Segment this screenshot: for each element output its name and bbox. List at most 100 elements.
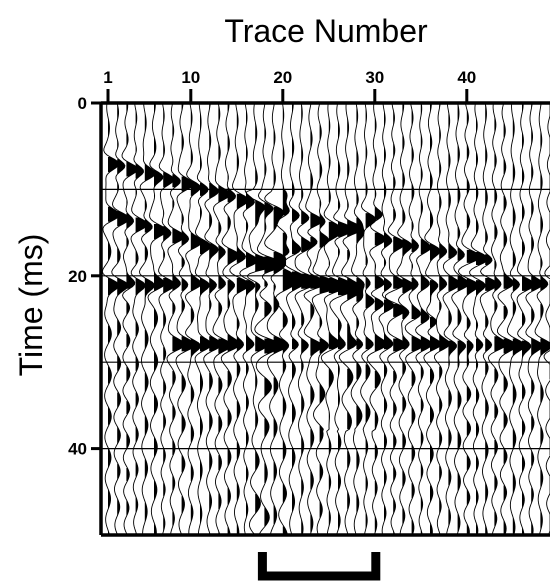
chart-title: Trace Number — [224, 13, 428, 49]
trace-line — [294, 102, 314, 536]
trace-line — [245, 102, 268, 536]
trace-line — [396, 102, 414, 536]
trace — [442, 102, 461, 536]
trace-line — [378, 102, 395, 536]
trace — [320, 102, 342, 536]
x-axis-ticks: 1 10 20 30 40 — [103, 68, 476, 103]
trace — [184, 102, 203, 536]
trace-line — [184, 102, 203, 536]
trace-line — [203, 102, 222, 536]
trace-fill — [154, 103, 166, 535]
trace — [158, 102, 176, 536]
trace — [433, 102, 450, 536]
trace-fill — [485, 103, 498, 535]
trace — [525, 102, 544, 536]
trace-line — [525, 102, 544, 536]
trace — [360, 102, 377, 536]
trace — [516, 102, 535, 536]
trace-line — [194, 102, 213, 536]
trace-line — [239, 102, 259, 536]
trace-fill — [236, 111, 249, 535]
trace — [303, 102, 323, 536]
trace — [534, 102, 550, 536]
trace — [175, 102, 195, 536]
trace — [245, 102, 268, 536]
trace-line — [147, 103, 167, 536]
trace — [111, 102, 130, 536]
trace-fill — [338, 122, 350, 529]
trace-fill — [503, 103, 516, 535]
trace-line — [415, 102, 433, 536]
trace — [378, 102, 395, 536]
trace — [166, 102, 185, 536]
trace-line — [350, 102, 365, 536]
trace-fill — [172, 103, 185, 527]
trace-line — [311, 102, 333, 536]
trace — [147, 103, 167, 536]
x-tick-label: 1 — [103, 68, 112, 87]
trace-line — [451, 102, 470, 536]
trace — [254, 102, 277, 536]
trace-line — [329, 102, 351, 536]
trace-line — [158, 102, 176, 536]
x-tick-label: 40 — [457, 68, 476, 87]
trace-line — [479, 102, 498, 536]
trace-fill — [356, 105, 365, 514]
trace — [506, 102, 526, 536]
trace-line — [534, 102, 550, 536]
trace — [543, 103, 550, 536]
trace-line — [130, 102, 149, 536]
trace-line — [469, 102, 489, 536]
trace-line — [457, 102, 480, 536]
trace-line — [442, 102, 461, 536]
trace — [239, 102, 259, 536]
trace-line — [212, 102, 231, 536]
y-axis-ticks: 0 20 40 — [68, 94, 101, 459]
y-tick-label: 40 — [68, 440, 87, 459]
trace-line — [404, 102, 425, 536]
trace-fill — [227, 103, 240, 535]
trace-fill — [347, 118, 360, 536]
trace — [415, 102, 433, 536]
x-tick-label: 10 — [181, 68, 200, 87]
trace-line — [384, 102, 406, 536]
trace-fill — [117, 105, 130, 535]
trace-line — [506, 102, 526, 536]
trace — [130, 102, 149, 536]
trace — [396, 102, 414, 536]
trace-fill — [457, 103, 469, 533]
trace-line — [111, 102, 130, 536]
trace — [229, 102, 250, 536]
trace — [451, 102, 470, 536]
bracket-shape — [257, 552, 381, 581]
trace — [423, 102, 442, 536]
trace — [311, 102, 333, 536]
trace-fill — [420, 103, 432, 535]
wiggle-traces — [101, 102, 550, 536]
trace — [469, 102, 489, 536]
trace-line — [433, 102, 450, 536]
trace-line — [101, 102, 120, 536]
trace-line — [264, 102, 287, 536]
y-axis-label: Time (ms) — [13, 234, 49, 377]
trace-line — [166, 102, 185, 536]
trace-line — [274, 102, 296, 536]
trace-line — [303, 102, 323, 536]
plot-frame — [99, 101, 550, 537]
trace-line — [121, 102, 139, 536]
trace-line — [229, 102, 250, 536]
trace-fill — [218, 105, 231, 535]
trace — [479, 102, 498, 536]
trace-line — [220, 102, 241, 536]
trace-line — [338, 102, 360, 536]
x-tick-label: 30 — [365, 68, 384, 87]
trace — [212, 102, 231, 536]
trace-fill — [319, 103, 332, 518]
trace-fill — [402, 103, 414, 525]
trace — [194, 102, 213, 536]
highlight-bracket — [257, 552, 381, 581]
trace-fill — [448, 111, 461, 527]
trace-fill — [466, 109, 479, 535]
trace-fill — [282, 107, 295, 535]
